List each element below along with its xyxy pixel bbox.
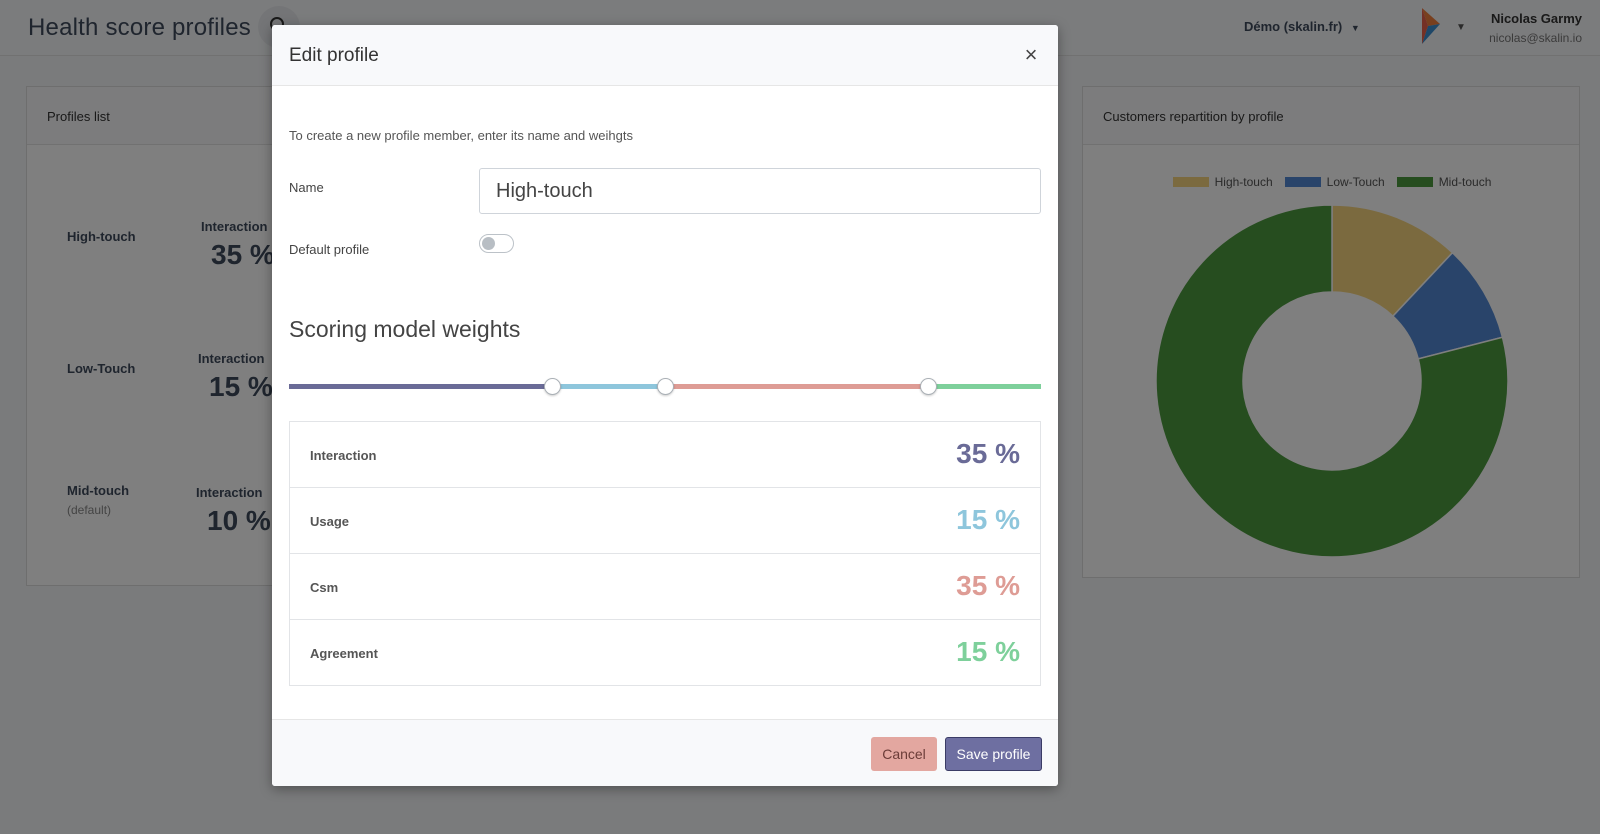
weight-row: Usage 15 %: [290, 488, 1040, 554]
weights-table: Interaction 35 % Usage 15 % Csm 35 % Agreement…: [289, 421, 1041, 686]
default-profile-toggle[interactable]: [479, 234, 514, 253]
weight-name: Agreement: [310, 646, 378, 661]
slider-handle[interactable]: [920, 378, 938, 395]
weight-name: Csm: [310, 580, 339, 595]
weight-row: Agreement 15 %: [290, 620, 1040, 686]
close-icon[interactable]: ×: [1024, 42, 1038, 67]
slider-segment: [665, 384, 929, 389]
weight-name: Interaction: [310, 448, 377, 463]
slider-segment: [552, 384, 665, 389]
slider-segment: [289, 384, 553, 389]
edit-profile-modal: Edit profile × To create a new profile m…: [272, 25, 1058, 786]
modal-title: Edit profile: [289, 45, 379, 66]
weight-value: 35 %: [956, 570, 1020, 601]
slider-segment: [928, 384, 1041, 389]
weight-value: 15 %: [956, 636, 1020, 667]
intro-text: To create a new profile member, enter it…: [289, 128, 633, 143]
weight-row: Interaction 35 %: [290, 422, 1040, 488]
weight-value: 15 %: [956, 504, 1020, 535]
modal-header: Edit profile ×: [272, 25, 1058, 86]
weight-value: 35 %: [956, 438, 1020, 469]
name-input[interactable]: [479, 168, 1041, 214]
weight-row: Csm 35 %: [290, 554, 1040, 620]
save-profile-button[interactable]: Save profile: [945, 737, 1042, 771]
modal-footer: Cancel Save profile: [272, 719, 1058, 786]
default-profile-label: Default profile: [289, 242, 370, 257]
slider-handle[interactable]: [657, 378, 674, 395]
toggle-knob: [482, 237, 495, 250]
slider-handle[interactable]: [544, 378, 562, 395]
section-title: Scoring model weights: [289, 316, 521, 342]
weight-name: Usage: [310, 514, 350, 529]
weights-slider[interactable]: [289, 376, 1041, 396]
name-label: Name: [289, 180, 324, 195]
cancel-button[interactable]: Cancel: [871, 737, 937, 771]
